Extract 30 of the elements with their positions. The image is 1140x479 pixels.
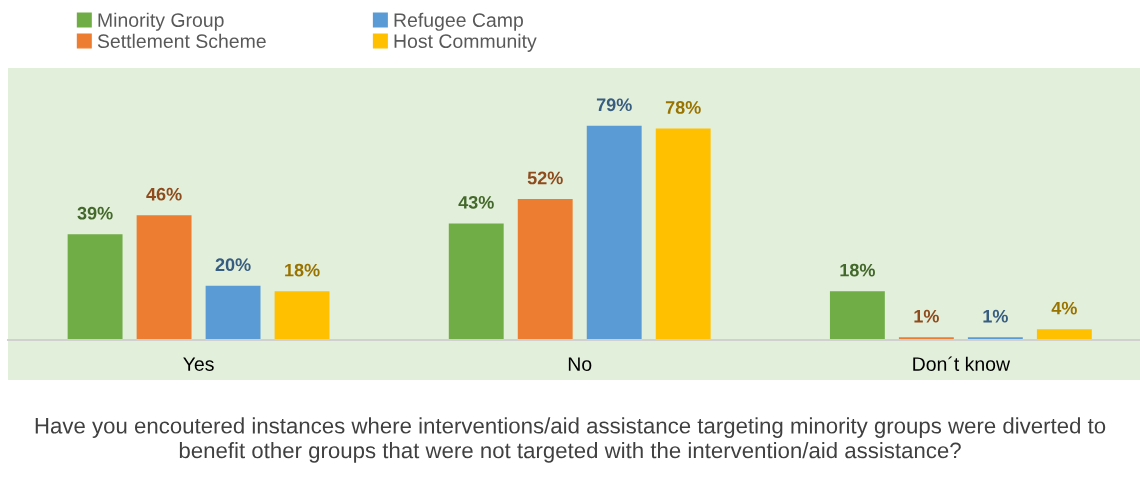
data-label: 18% bbox=[285, 263, 320, 277]
bar bbox=[586, 125, 642, 340]
legend-label: Minority Group bbox=[98, 12, 224, 31]
x-tick-label: Don´t know bbox=[913, 356, 1011, 371]
data-label: 46% bbox=[146, 187, 182, 201]
data-label: 79% bbox=[596, 98, 632, 112]
data-label: 52% bbox=[527, 171, 563, 185]
x-tick-label: Yes bbox=[183, 357, 214, 371]
legend-label: Refugee Camp bbox=[394, 12, 523, 31]
data-label: 1% bbox=[914, 309, 939, 323]
x-axis-title: Have you encoutered instances where interventions/aid assistance targeting minority groups were diverted to benefit other groups that were not targeted with the intervention/aid assistance? bbox=[35, 417, 1106, 463]
data-label: 78% bbox=[665, 101, 701, 114]
bar bbox=[655, 128, 711, 340]
data-label: 4% bbox=[1051, 301, 1077, 315]
data-label: 18% bbox=[840, 263, 875, 277]
data-label: 1% bbox=[983, 309, 1008, 323]
bar bbox=[205, 285, 261, 340]
data-label: 39% bbox=[77, 206, 113, 220]
legend-label: Settlement Scheme bbox=[97, 33, 266, 49]
bar bbox=[517, 199, 573, 340]
x-tick-label: No bbox=[568, 357, 592, 371]
bar bbox=[1036, 329, 1092, 340]
bar bbox=[136, 215, 192, 340]
data-label: 20% bbox=[215, 258, 251, 272]
data-label: 43% bbox=[458, 195, 494, 209]
legend-label: Host Community bbox=[394, 33, 537, 52]
bar bbox=[448, 223, 504, 340]
bar bbox=[67, 234, 123, 340]
bar bbox=[274, 291, 330, 340]
bar bbox=[829, 291, 885, 340]
